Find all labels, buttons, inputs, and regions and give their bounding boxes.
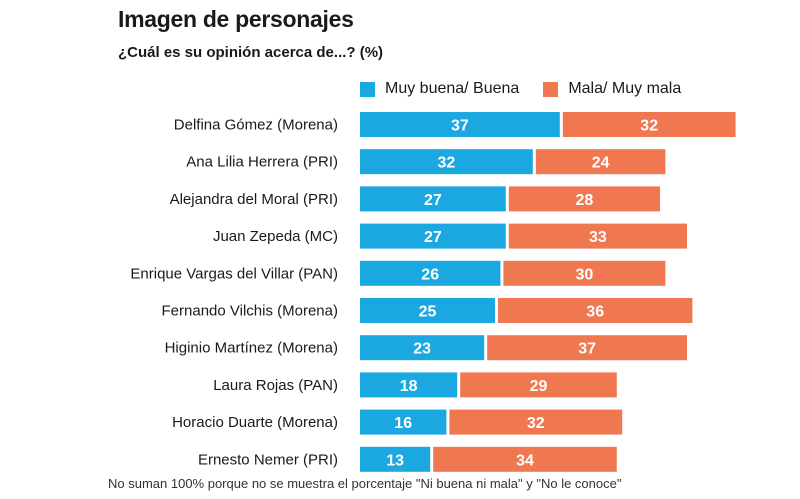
footnote: No suman 100% porque no se muestra el po…: [108, 476, 622, 491]
bar-negative: [498, 298, 693, 323]
bar-positive: [360, 186, 506, 212]
legend-item-positive: Muy buena/ Buena: [360, 80, 519, 98]
category-label: Higinio Martínez (Morena): [165, 340, 338, 357]
category-label: Fernando Vilchis (Morena): [162, 303, 338, 320]
bar-negative: [535, 149, 666, 175]
bar-positive: [360, 112, 560, 137]
category-label: Laura Rojas (PAN): [213, 377, 338, 394]
bar-row: Fernando Vilchis (Morena) 25 36: [162, 298, 693, 323]
bar-positive: [360, 149, 533, 175]
bar-negative: [460, 372, 617, 398]
data-label-positive: 32: [438, 155, 456, 172]
data-label-negative: 32: [640, 118, 658, 135]
legend-swatch-negative: [543, 81, 559, 97]
bar-negative: [508, 223, 687, 249]
category-label: Ernesto Nemer (PRI): [198, 451, 338, 468]
bar-row: Enrique Vargas del Villar (PAN) 26 30: [130, 260, 666, 286]
data-label-negative: 33: [589, 229, 607, 246]
data-label-negative: 24: [592, 155, 610, 172]
legend-label-positive: Muy buena/ Buena: [385, 80, 520, 97]
data-label-negative: 28: [576, 192, 594, 209]
category-label: Horacio Duarte (Morena): [172, 414, 338, 431]
data-label-positive: 16: [394, 415, 412, 432]
category-label: Ana Lilia Herrera (PRI): [186, 154, 338, 171]
data-label-negative: 34: [516, 452, 534, 469]
data-label-positive: 23: [413, 341, 431, 358]
bar-positive: [360, 223, 506, 249]
data-label-negative: 32: [527, 415, 545, 432]
data-label-negative: 37: [578, 341, 596, 358]
bar-positive: [360, 260, 501, 286]
data-label-positive: 13: [386, 452, 404, 469]
legend: Muy buena/ Buena Mala/ Muy mala: [360, 80, 705, 98]
bar-row: Delfina Gómez (Morena) 37 32: [174, 112, 736, 137]
bar-positive: [360, 335, 485, 361]
data-label-negative: 36: [586, 304, 604, 321]
category-label: Enrique Vargas del Villar (PAN): [130, 265, 338, 282]
bar-positive: [360, 409, 447, 435]
legend-label-negative: Mala/ Muy mala: [568, 80, 682, 97]
bar-negative: [503, 260, 666, 286]
bar-negative: [487, 335, 687, 361]
bar-negative: [508, 186, 660, 212]
data-label-positive: 26: [421, 266, 439, 283]
bar-negative: [562, 112, 736, 137]
bar-positive: [360, 298, 495, 323]
category-label: Juan Zepeda (MC): [213, 228, 338, 245]
bar-negative: [433, 446, 617, 472]
bar-negative: [449, 409, 623, 435]
bar-positive: [360, 446, 431, 472]
category-label: Delfina Gómez (Morena): [174, 117, 338, 134]
bar-row: Higinio Martínez (Morena) 23 37: [165, 335, 687, 361]
data-label-positive: 25: [419, 304, 437, 321]
data-label-positive: 27: [424, 229, 442, 246]
data-label-positive: 27: [424, 192, 442, 209]
chart-subtitle: ¿Cuál es su opinión acerca de...? (%): [118, 44, 384, 61]
data-label-negative: 30: [576, 266, 594, 283]
data-label-negative: 29: [530, 378, 548, 395]
category-label: Alejandra del Moral (PRI): [170, 191, 338, 208]
data-label-positive: 18: [400, 378, 418, 395]
chart-title: Imagen de personajes: [118, 6, 354, 32]
bar-row: Alejandra del Moral (PRI) 27 28: [170, 186, 660, 212]
data-label-positive: 37: [451, 118, 469, 135]
legend-swatch-positive: [360, 81, 375, 97]
bar-row: Laura Rojas (PAN) 18 29: [213, 372, 617, 398]
bar-row: Ana Lilia Herrera (PRI) 32 24: [186, 149, 666, 175]
bar-row: Ernesto Nemer (PRI) 13 34: [198, 446, 617, 472]
bar-row: Juan Zepeda (MC) 27 33: [213, 223, 687, 249]
legend-item-negative: Mala/ Muy mala: [543, 80, 681, 98]
bar-positive: [360, 372, 458, 398]
bar-row: Horacio Duarte (Morena) 16 32: [172, 409, 623, 435]
